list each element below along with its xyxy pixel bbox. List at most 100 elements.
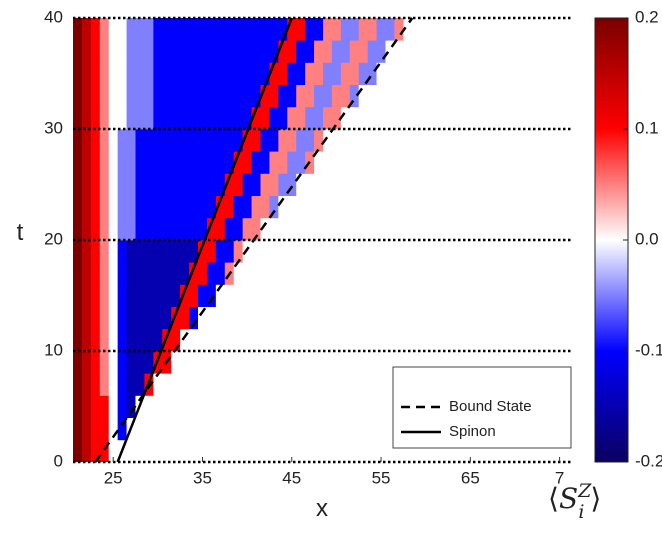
heat-cell — [233, 351, 244, 374]
heat-cell — [90, 373, 101, 396]
heat-cell — [180, 40, 190, 63]
heat-cell — [135, 417, 145, 441]
heat-cell — [376, 62, 386, 85]
heat-cell — [206, 395, 217, 418]
heat-cell — [73, 217, 83, 241]
heat-cell — [162, 328, 172, 352]
heat-cell — [323, 173, 333, 196]
colorbar-label-sub: i — [578, 501, 584, 523]
heat-cell — [376, 328, 386, 352]
heat-cell — [73, 173, 83, 196]
heat-cell — [394, 173, 404, 196]
heat-cell — [340, 106, 351, 130]
heat-cell — [135, 195, 145, 219]
heat-cell — [73, 395, 83, 418]
heat-cell — [198, 18, 208, 41]
heat-cell — [117, 417, 127, 441]
heat-cell — [144, 351, 154, 374]
heat-cell — [126, 106, 136, 130]
heat-cell — [135, 328, 145, 352]
heat-cell — [189, 18, 199, 41]
heat-cell — [117, 195, 127, 219]
heat-cell — [135, 18, 145, 41]
y-tick-label: 10 — [44, 340, 63, 359]
heat-cell — [189, 106, 199, 130]
heat-cell — [153, 284, 163, 307]
heat-cell — [260, 129, 270, 152]
heat-cell — [81, 306, 92, 330]
heat-cell — [99, 40, 110, 63]
heat-cell — [73, 417, 83, 441]
heat-cell — [99, 306, 110, 330]
heat-cell — [278, 395, 288, 418]
heat-cell — [215, 328, 226, 352]
heat-cell — [269, 262, 279, 285]
heat-cell — [260, 18, 270, 41]
heat-cell — [412, 129, 422, 152]
heat-cell — [331, 284, 342, 307]
heat-cell — [385, 262, 395, 285]
heat-cell — [198, 151, 208, 174]
heat-cell — [331, 351, 342, 374]
heat-cell — [81, 106, 92, 130]
heat-cell — [153, 240, 163, 263]
heat-cell — [90, 129, 101, 152]
heat-cell — [215, 173, 226, 196]
heat-cell — [99, 284, 110, 307]
heat-cell — [73, 151, 83, 174]
heat-cell — [394, 262, 404, 285]
heat-cell — [260, 217, 270, 241]
heat-cell — [376, 173, 386, 196]
heat-cell — [135, 262, 145, 285]
heat-cell — [135, 62, 145, 85]
heat-cell — [385, 173, 395, 196]
heat-cell — [367, 284, 377, 307]
colorbar-tick-label: 0.1 — [635, 118, 659, 137]
heat-cell — [331, 217, 342, 241]
heat-cell — [376, 151, 386, 174]
heat-cell — [331, 18, 342, 41]
heat-cell — [171, 240, 181, 263]
heat-cell — [180, 106, 190, 130]
heat-cell — [135, 439, 145, 462]
heat-cell — [323, 328, 333, 352]
heat-cell — [180, 217, 190, 241]
heat-cell — [340, 417, 351, 441]
heat-cell — [251, 106, 261, 130]
heat-cell — [412, 306, 422, 330]
heat-cell — [367, 306, 377, 330]
heat-cell — [73, 373, 83, 396]
heat-cell — [189, 173, 199, 196]
heat-cell — [73, 62, 83, 85]
heat-cell — [242, 439, 252, 462]
heat-cell — [162, 40, 172, 63]
heat-cell — [385, 62, 395, 85]
heat-cell — [135, 84, 145, 108]
heat-cell — [233, 84, 244, 108]
heat-cell — [260, 106, 270, 130]
heat-cell — [153, 40, 163, 63]
heat-cell — [314, 129, 324, 152]
heat-cell — [314, 417, 324, 441]
heat-cell — [233, 106, 244, 130]
heat-cell — [233, 439, 244, 462]
heat-cell — [323, 62, 333, 85]
heat-cell — [331, 62, 342, 85]
heat-cell — [171, 40, 181, 63]
heat-cell — [287, 106, 297, 130]
heat-cell — [340, 439, 351, 462]
heat-cell — [331, 40, 342, 63]
heat-cell — [349, 151, 360, 174]
heat-cell — [171, 106, 181, 130]
heat-cell — [224, 62, 235, 85]
heat-cell — [242, 284, 252, 307]
heat-cell — [180, 284, 190, 307]
heat-cell — [323, 40, 333, 63]
heat-cell — [296, 417, 306, 441]
heat-cell — [153, 373, 163, 396]
heat-cell — [269, 173, 279, 196]
heat-cell — [99, 328, 110, 352]
heat-cell — [206, 151, 217, 174]
heat-cell — [126, 151, 136, 174]
